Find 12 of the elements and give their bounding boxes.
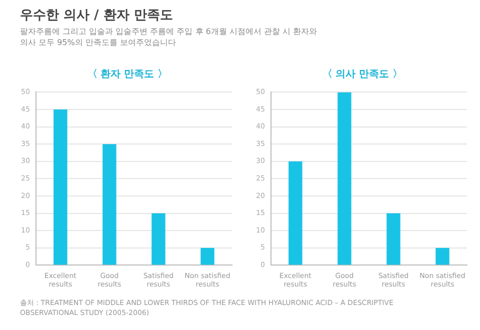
bar bbox=[338, 92, 352, 265]
chart-title: 〈 환자 만족도 〉 bbox=[86, 68, 169, 81]
bar bbox=[102, 144, 116, 265]
bar bbox=[200, 248, 214, 265]
bar bbox=[288, 161, 302, 265]
bar bbox=[54, 110, 68, 265]
bar bbox=[152, 213, 166, 265]
bar bbox=[386, 213, 400, 265]
text: 팔자주름에 그리고 입술과 입술주변 주름에 주입 후 6개월 시점에서 관찰 시 환자와 의사 모두 95%의 만족도를 보여주었습니다 bbox=[20, 26, 318, 48]
bar bbox=[436, 248, 450, 265]
chart-title: 〈 의사 만족도 〉 bbox=[321, 68, 404, 81]
text: 우수한 의사 / 환자 만족도 bbox=[20, 7, 173, 24]
